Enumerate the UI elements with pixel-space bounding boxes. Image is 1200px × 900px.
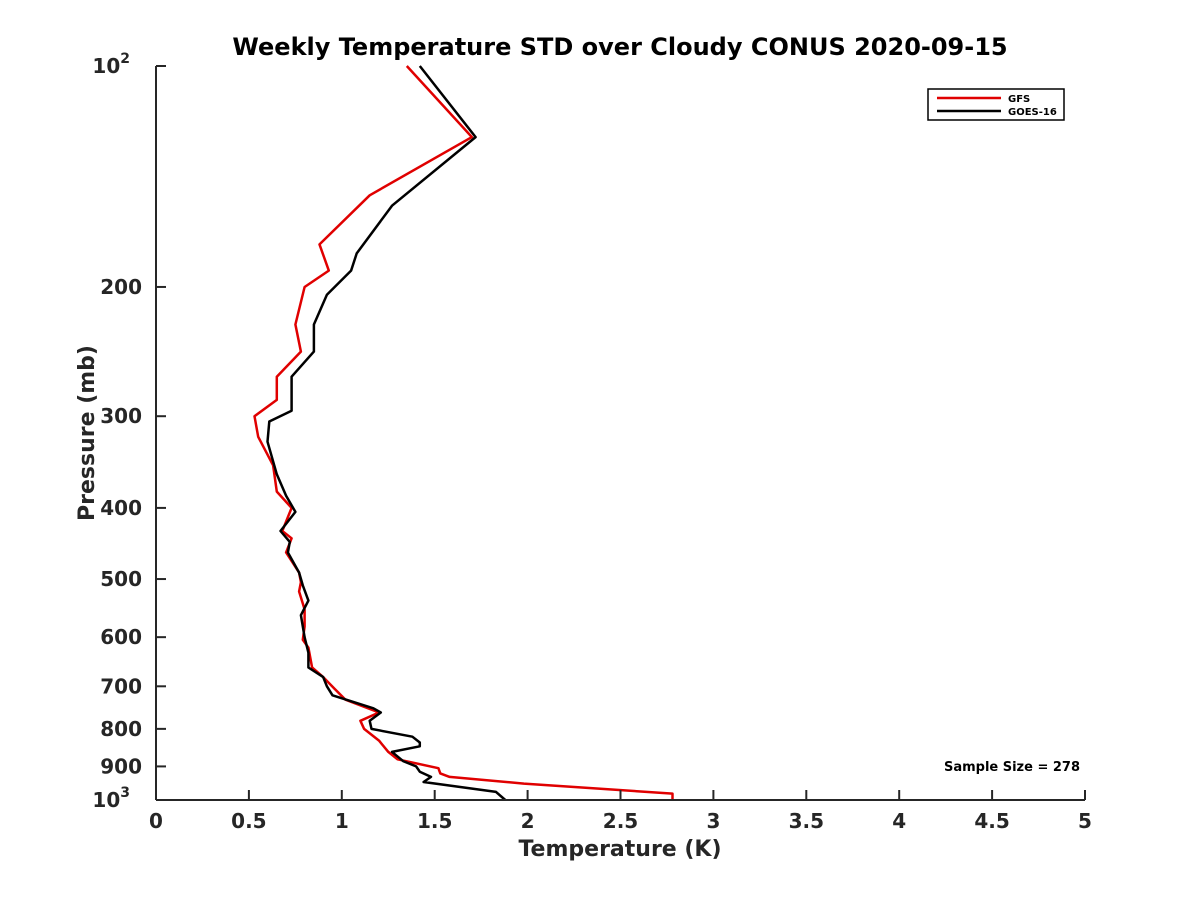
x-tick-label: 2.5 bbox=[603, 809, 638, 833]
y-tick-label: 400 bbox=[100, 496, 142, 520]
x-axis-label: Temperature (K) bbox=[518, 837, 721, 862]
legend: GFS GOES-16 bbox=[927, 88, 1065, 121]
series-line-gfs bbox=[253, 65, 674, 800]
chart-title: Weekly Temperature STD over Cloudy CONUS… bbox=[232, 33, 1007, 61]
y-tick-label: 200 bbox=[100, 275, 142, 299]
y-tick-label: 800 bbox=[100, 717, 142, 741]
x-tick-label: 3.5 bbox=[789, 809, 824, 833]
y-tick-label: 500 bbox=[100, 567, 142, 591]
x-tick-label: 4.5 bbox=[974, 809, 1009, 833]
x-axis: 0 0.5 1 1.5 2 2.5 3 3.5 4 4.5 5 bbox=[149, 790, 1092, 833]
y-tick-label: 102 bbox=[92, 51, 130, 78]
y-tick-label: 700 bbox=[100, 674, 142, 698]
x-tick-label: 1 bbox=[335, 809, 349, 833]
sample-size-annotation: Sample Size = 278 bbox=[944, 760, 1080, 775]
x-tick-label: 3 bbox=[706, 809, 720, 833]
y-tick-label: 600 bbox=[100, 625, 142, 649]
y-tick-label: 300 bbox=[100, 404, 142, 428]
series-line-goes-16 bbox=[266, 65, 507, 801]
x-tick-label: 0.5 bbox=[231, 809, 266, 833]
x-tick-label: 4 bbox=[892, 809, 906, 833]
y-tick-label: 103 bbox=[92, 785, 130, 812]
y-axis-label: Pressure (mb) bbox=[75, 345, 100, 521]
plot-lines bbox=[253, 65, 674, 801]
x-tick-label: 2 bbox=[521, 809, 535, 833]
y-tick-label: 900 bbox=[100, 754, 142, 778]
legend-label: GFS bbox=[1008, 94, 1030, 105]
legend-label: GOES-16 bbox=[1008, 107, 1057, 118]
x-tick-label: 1.5 bbox=[417, 809, 452, 833]
legend-box bbox=[927, 88, 1065, 121]
y-axis: 102 200 300 400 500 600 700 800 900 103 bbox=[92, 51, 166, 812]
x-tick-label: 5 bbox=[1078, 809, 1092, 833]
x-tick-label: 0 bbox=[149, 809, 163, 833]
